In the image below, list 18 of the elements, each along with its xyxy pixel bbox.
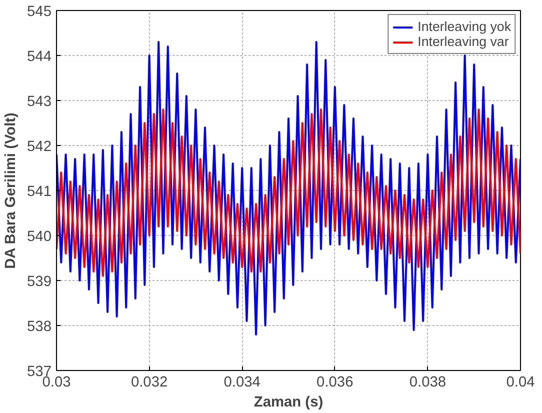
legend-label: Interleaving yok — [418, 19, 511, 34]
x-tick-label: 0.038 — [409, 374, 446, 390]
y-tick-label: 543 — [27, 94, 52, 110]
y-tick-label: 545 — [27, 4, 52, 20]
y-tick-label: 544 — [27, 49, 52, 65]
y-axis-title: DA Bara Gerilimi (Volt) — [3, 112, 20, 269]
line-series — [56, 108, 520, 277]
x-tick-label: 0.036 — [316, 374, 354, 390]
x-tick-label: 0.032 — [130, 374, 168, 390]
x-tick-label: 0.04 — [506, 374, 535, 390]
y-tick-label: 538 — [27, 319, 52, 335]
x-axis-title: Zaman (s) — [254, 394, 324, 410]
y-tick-label: 541 — [27, 184, 52, 200]
y-tick-label: 542 — [27, 139, 52, 155]
legend-label: Interleaving var — [418, 34, 509, 49]
y-tick-label: 539 — [27, 274, 52, 290]
y-tick-label: 540 — [27, 229, 52, 245]
x-tick-label: 0.034 — [224, 374, 260, 390]
